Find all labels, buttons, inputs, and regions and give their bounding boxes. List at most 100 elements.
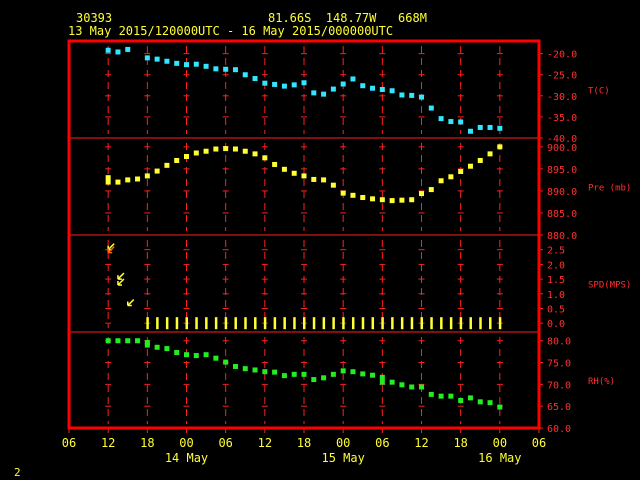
- y-tick-label: 1.5: [547, 275, 565, 286]
- data-point: [311, 90, 317, 96]
- data-point: [379, 374, 385, 380]
- data-point: [409, 197, 415, 203]
- panel-label: Pre (mb): [588, 184, 631, 194]
- grid: [69, 46, 539, 424]
- x-tick-label: 00: [336, 436, 350, 450]
- data-point: [291, 371, 297, 377]
- y-tick-label: 1.0: [547, 290, 565, 301]
- calm-marker: [351, 317, 355, 330]
- x-tick-label: 18: [297, 436, 311, 450]
- data-point: [105, 338, 111, 344]
- calm-marker: [371, 317, 375, 330]
- calm-marker: [361, 317, 365, 330]
- data-point: [330, 182, 336, 188]
- data-point: [458, 398, 464, 404]
- data-point: [213, 66, 219, 72]
- data-point: [144, 55, 150, 61]
- time-range: 13 May 2015/120000UTC - 16 May 2015/0000…: [68, 24, 393, 38]
- data-point: [223, 359, 229, 365]
- y-tick-label: 70.0: [547, 380, 571, 391]
- data-point: [379, 379, 385, 385]
- data-point: [409, 384, 415, 390]
- data-point: [487, 124, 493, 130]
- x-tick-label: 06: [62, 436, 76, 450]
- calm-marker: [165, 317, 169, 330]
- data-point: [467, 163, 473, 169]
- data-point: [497, 125, 503, 131]
- x-tick-label: 12: [101, 436, 115, 450]
- data-point: [184, 352, 189, 358]
- data-point: [477, 124, 483, 130]
- y-tick-label: 0.5: [547, 304, 565, 315]
- panel-label: SPD(MPS): [588, 281, 631, 291]
- panel-3: 2.5 2.0 1.5 1.0 0.5 0.0 SPD(MPS): [107, 234, 631, 330]
- y-tick-label: 2.0: [547, 260, 565, 271]
- data-point: [370, 196, 376, 202]
- y-tick-label: 60.0: [547, 424, 571, 435]
- data-point: [105, 179, 111, 185]
- data-point: [301, 371, 307, 377]
- calm-marker: [469, 317, 472, 330]
- data-point: [115, 49, 121, 55]
- data-point: [154, 56, 160, 62]
- data-point: [203, 148, 209, 154]
- data-point: [379, 87, 385, 92]
- x-tick-label: 18: [453, 436, 467, 450]
- calm-marker: [303, 317, 306, 330]
- data-point: [213, 355, 219, 361]
- x-tick-label: 18: [140, 436, 154, 450]
- data-point: [311, 377, 317, 383]
- calm-marker: [185, 317, 188, 330]
- calm-marker: [195, 317, 198, 330]
- data-point: [262, 369, 268, 375]
- calm-marker: [312, 317, 316, 330]
- data-point: [321, 91, 327, 97]
- data-point: [281, 166, 287, 172]
- data-point: [272, 81, 278, 87]
- data-point: [144, 342, 150, 348]
- panel-4: 80.0 75.0 70.0 65.0 60.0 RH(%): [105, 337, 615, 435]
- data-point: [340, 368, 346, 374]
- data-point: [487, 400, 493, 406]
- calm-marker: [156, 317, 159, 330]
- y-tick-label: 895.0: [547, 165, 577, 176]
- data-point: [350, 192, 356, 198]
- data-point: [242, 72, 248, 78]
- calm-marker: [479, 317, 482, 330]
- data-point: [281, 373, 287, 379]
- data-point: [330, 86, 336, 92]
- data-point: [321, 177, 327, 183]
- calm-marker: [263, 317, 267, 330]
- calm-marker: [322, 317, 326, 330]
- data-point: [350, 369, 356, 375]
- calm-marker: [283, 317, 286, 330]
- data-point: [360, 371, 366, 377]
- data-point: [301, 173, 307, 179]
- y-tick-label: 885.0: [547, 209, 577, 220]
- data-point: [399, 382, 405, 388]
- calm-marker: [293, 317, 296, 330]
- data-point: [311, 176, 317, 182]
- data-point: [379, 197, 385, 203]
- data-point: [184, 154, 189, 160]
- calm-marker: [332, 317, 335, 330]
- data-point: [438, 393, 444, 399]
- data-point: [144, 339, 150, 345]
- data-point: [164, 162, 170, 168]
- data-point: [174, 157, 180, 163]
- data-point: [105, 47, 111, 53]
- data-point: [360, 195, 366, 201]
- x-tick-label: 00: [179, 436, 193, 450]
- data-point: [154, 168, 160, 174]
- calm-marker: [214, 317, 218, 330]
- calm-marker: [234, 317, 237, 330]
- data-point: [125, 177, 131, 183]
- plot-frame: [67, 39, 541, 430]
- data-point: [448, 393, 454, 399]
- wind-arrow: [107, 246, 115, 254]
- data-point: [428, 187, 434, 193]
- data-point: [467, 395, 473, 401]
- data-point: [487, 151, 493, 157]
- data-point: [115, 338, 121, 344]
